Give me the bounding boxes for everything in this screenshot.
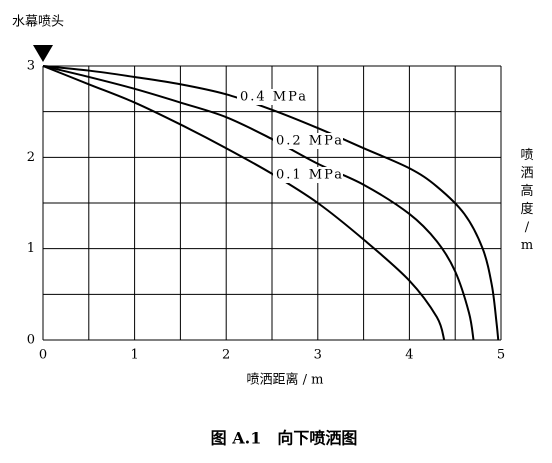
x-tick-label: 1 [130,348,138,363]
x-tick-label: 5 [497,348,505,363]
x-tick-label: 0 [39,348,47,363]
y-tick-label: 2 [27,150,35,165]
x-tick-label: 3 [314,348,322,363]
caption: 图 A.1 向下喷洒图 [211,429,358,448]
nozzle-label: 水幕喷头 [12,15,64,30]
legend-label: 0.4 MPa [240,90,308,105]
label-bg [273,167,343,183]
y-tick-label: 0 [27,333,35,348]
x-tick-label: 4 [405,348,413,363]
x-tick-label: 2 [222,348,230,363]
curve [42,65,475,341]
y-tick-label: 3 [27,59,35,74]
y-tick-label: 1 [27,241,35,256]
curve [42,65,500,341]
curve [42,65,446,341]
nozzle-marker [33,45,53,62]
label-bg [273,133,343,149]
legend-label: 0.1 MPa [276,168,344,183]
legend-label: 0.2 MPa [276,134,344,149]
y-axis-label: 喷洒高度/m [520,148,533,253]
label-bg [237,89,307,105]
x-axis-label: 喷洒距离 / m [247,372,324,388]
